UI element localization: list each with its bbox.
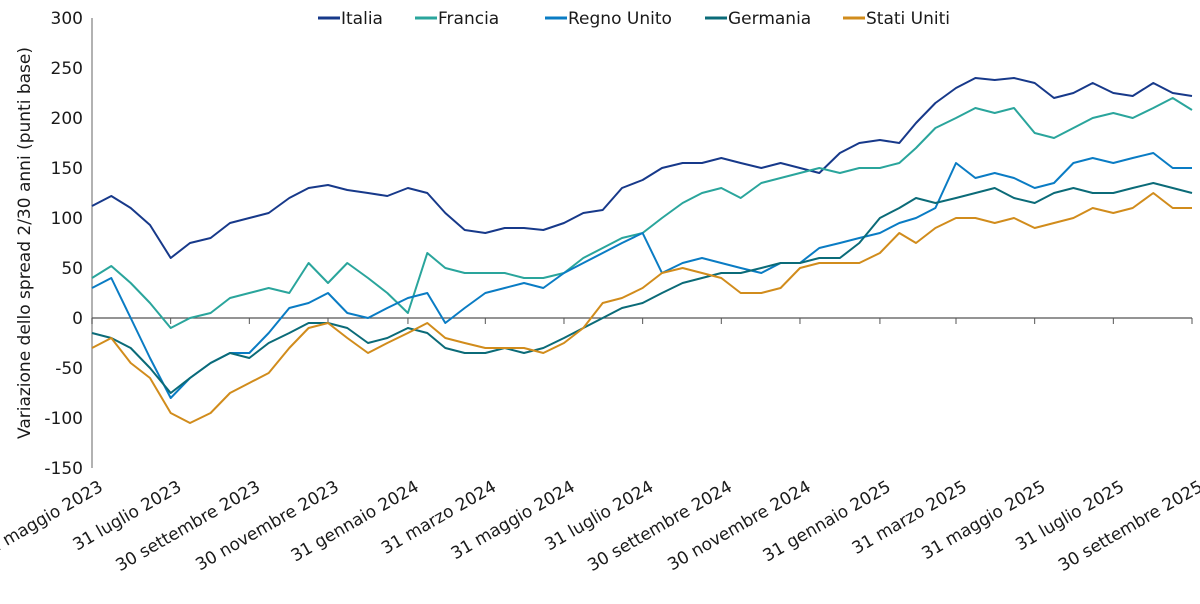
y-tick-label: -50 [55,359,83,379]
legend: Italia Francia Regno Unito Germania Stati Un… [318,9,950,29]
y-axis: 300 250 200 150 100 50 0 -50 -100 -150 [44,9,93,479]
y-tick-label: 0 [72,309,83,329]
series-line-italia [91,77,1193,259]
legend-item: Francia [415,9,499,29]
series-line-regno-unito [91,152,1192,399]
y-tick-label: 200 [51,109,83,129]
y-tick-label: 250 [51,59,83,79]
legend-label: Regno Unito [568,9,672,29]
series-lines [91,77,1193,424]
x-tick-label: 30 settembre 2024 [584,477,735,576]
x-tick-label: 31 maggio 2023 [0,477,106,564]
legend-item: Germania [705,9,811,29]
y-tick-label: 100 [51,209,83,229]
y-axis-title: Variazione dello spread 2/30 anni (punti… [15,47,35,439]
legend-label: Germania [728,9,811,29]
legend-item: Italia [318,9,383,29]
series-line-stati-uniti [91,192,1192,424]
y-tick-label: -100 [44,409,83,429]
legend-item: Stati Uniti [843,9,950,29]
y-tick-label: 150 [51,159,83,179]
y-tick-label: 300 [51,9,83,29]
x-tick-label: 30 novembre 2024 [664,477,814,575]
x-tick-label: 30 settembre 2025 [1055,477,1200,576]
legend-label: Stati Uniti [866,9,950,29]
legend-label: Francia [438,9,499,29]
y-tick-label: -150 [44,459,83,479]
series-line-germania [91,182,1193,394]
y-tick-label: 50 [61,259,83,279]
legend-item: Regno Unito [545,9,672,29]
x-tick-label: 30 novembre 2023 [192,477,342,575]
legend-label: Italia [341,9,383,29]
series-line-francia [91,97,1193,329]
x-tick-label: 30 settembre 2023 [112,477,263,576]
